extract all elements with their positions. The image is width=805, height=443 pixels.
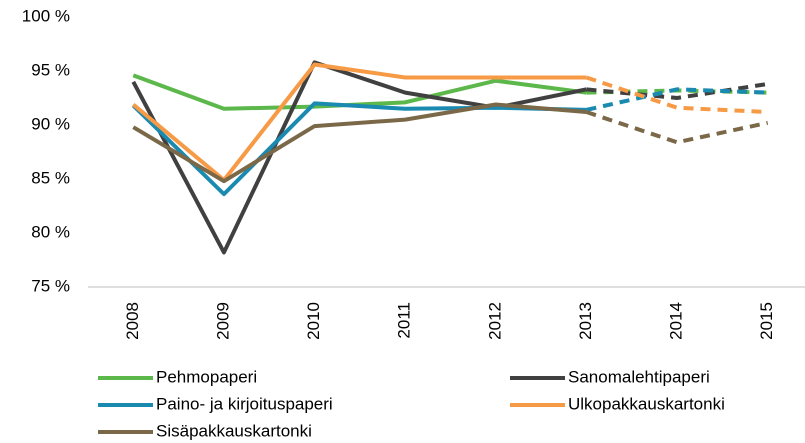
legend-label: Sanomalehtipaperi bbox=[568, 367, 710, 386]
x-tick-label: 2013 bbox=[576, 302, 595, 340]
x-tick-label: 2014 bbox=[667, 302, 686, 340]
x-tick-label: 2012 bbox=[485, 302, 504, 340]
line bbox=[131, 60, 587, 255]
x-tick-label: 2010 bbox=[304, 302, 323, 340]
y-tick-label: 75 % bbox=[31, 276, 70, 295]
forecast-line bbox=[585, 75, 768, 115]
legend-label: Pehmopaperi bbox=[156, 367, 257, 386]
x-tick-label: 2008 bbox=[123, 302, 142, 340]
forecast-line bbox=[585, 87, 768, 112]
y-tick-label: 85 % bbox=[31, 168, 70, 187]
forecast-line bbox=[586, 81, 768, 100]
line bbox=[131, 101, 587, 197]
x-tick-label: 2011 bbox=[395, 302, 414, 339]
legend-label: Ulkopakkauskartonki bbox=[568, 394, 725, 413]
x-tick-label: 2009 bbox=[213, 302, 232, 340]
y-tick-label: 100 % bbox=[22, 6, 70, 25]
legend-label: Sisäpakkauskartonki bbox=[156, 421, 312, 440]
y-tick-label: 95 % bbox=[31, 60, 70, 79]
forecast-line bbox=[585, 110, 769, 145]
y-tick-label: 90 % bbox=[31, 114, 70, 133]
x-tick-label: 2015 bbox=[757, 302, 776, 340]
y-tick-label: 80 % bbox=[31, 222, 70, 241]
legend-label: Paino- ja kirjoituspaperi bbox=[156, 394, 333, 413]
line bbox=[132, 102, 587, 184]
line bbox=[132, 62, 587, 183]
